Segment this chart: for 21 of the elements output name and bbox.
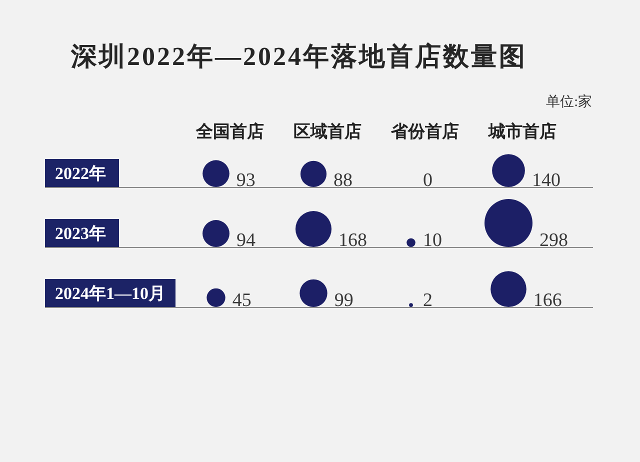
data-label: 94	[236, 230, 256, 251]
x-tick-label: 区域首店	[294, 122, 362, 141]
chart-title: 深圳2022年—2024年落地首店数量图	[70, 42, 527, 71]
x-tick-label: 全国首店	[195, 122, 264, 141]
data-label: 2	[423, 290, 432, 311]
y-tick-label: 2022年	[55, 164, 106, 183]
text: 单位:家	[546, 94, 592, 110]
data-label: 168	[338, 230, 368, 251]
data-label: 10	[423, 230, 442, 251]
x-tick-label: 城市首店	[488, 122, 556, 141]
data-label: 0	[423, 170, 432, 191]
data-label: 99	[334, 290, 354, 311]
x-tick-label: 省份首店	[390, 122, 459, 141]
data-label: 140	[532, 170, 560, 191]
data-label: 93	[236, 170, 256, 191]
y-tick-label: 2024年1—10月	[55, 284, 166, 303]
data-label: 45	[232, 290, 252, 311]
data-label: 88	[334, 170, 353, 191]
data-label: 166	[533, 290, 562, 311]
data-label: 298	[540, 230, 568, 251]
y-tick-label: 2023年	[55, 224, 106, 243]
